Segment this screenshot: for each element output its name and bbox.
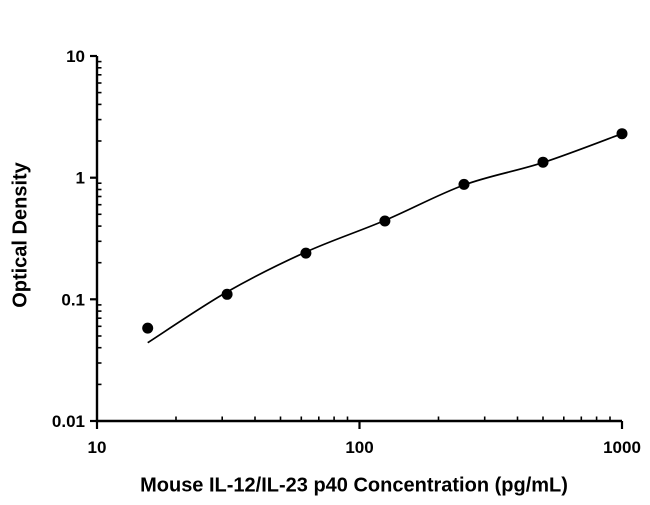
data-point: [300, 247, 312, 259]
data-point: [379, 215, 391, 227]
fit-curve: [147, 132, 623, 344]
x-tick-label: 10: [88, 438, 107, 457]
data-point: [458, 178, 470, 190]
y-tick-label: 10: [66, 47, 85, 66]
x-tick-label: 1000: [603, 438, 641, 457]
data-point: [616, 128, 628, 140]
y-tick-label: 1: [76, 169, 85, 188]
x-axis-title: Mouse IL-12/IL-23 p40 Concentration (pg/…: [140, 474, 568, 497]
data-point: [537, 156, 549, 168]
x-tick-label: 100: [345, 438, 373, 457]
y-tick-label: 0.01: [52, 412, 85, 431]
y-tick-label: 0.1: [61, 290, 85, 309]
y-axis-title: Optical Density: [9, 162, 32, 308]
data-point: [142, 322, 154, 334]
data-point: [221, 288, 233, 300]
